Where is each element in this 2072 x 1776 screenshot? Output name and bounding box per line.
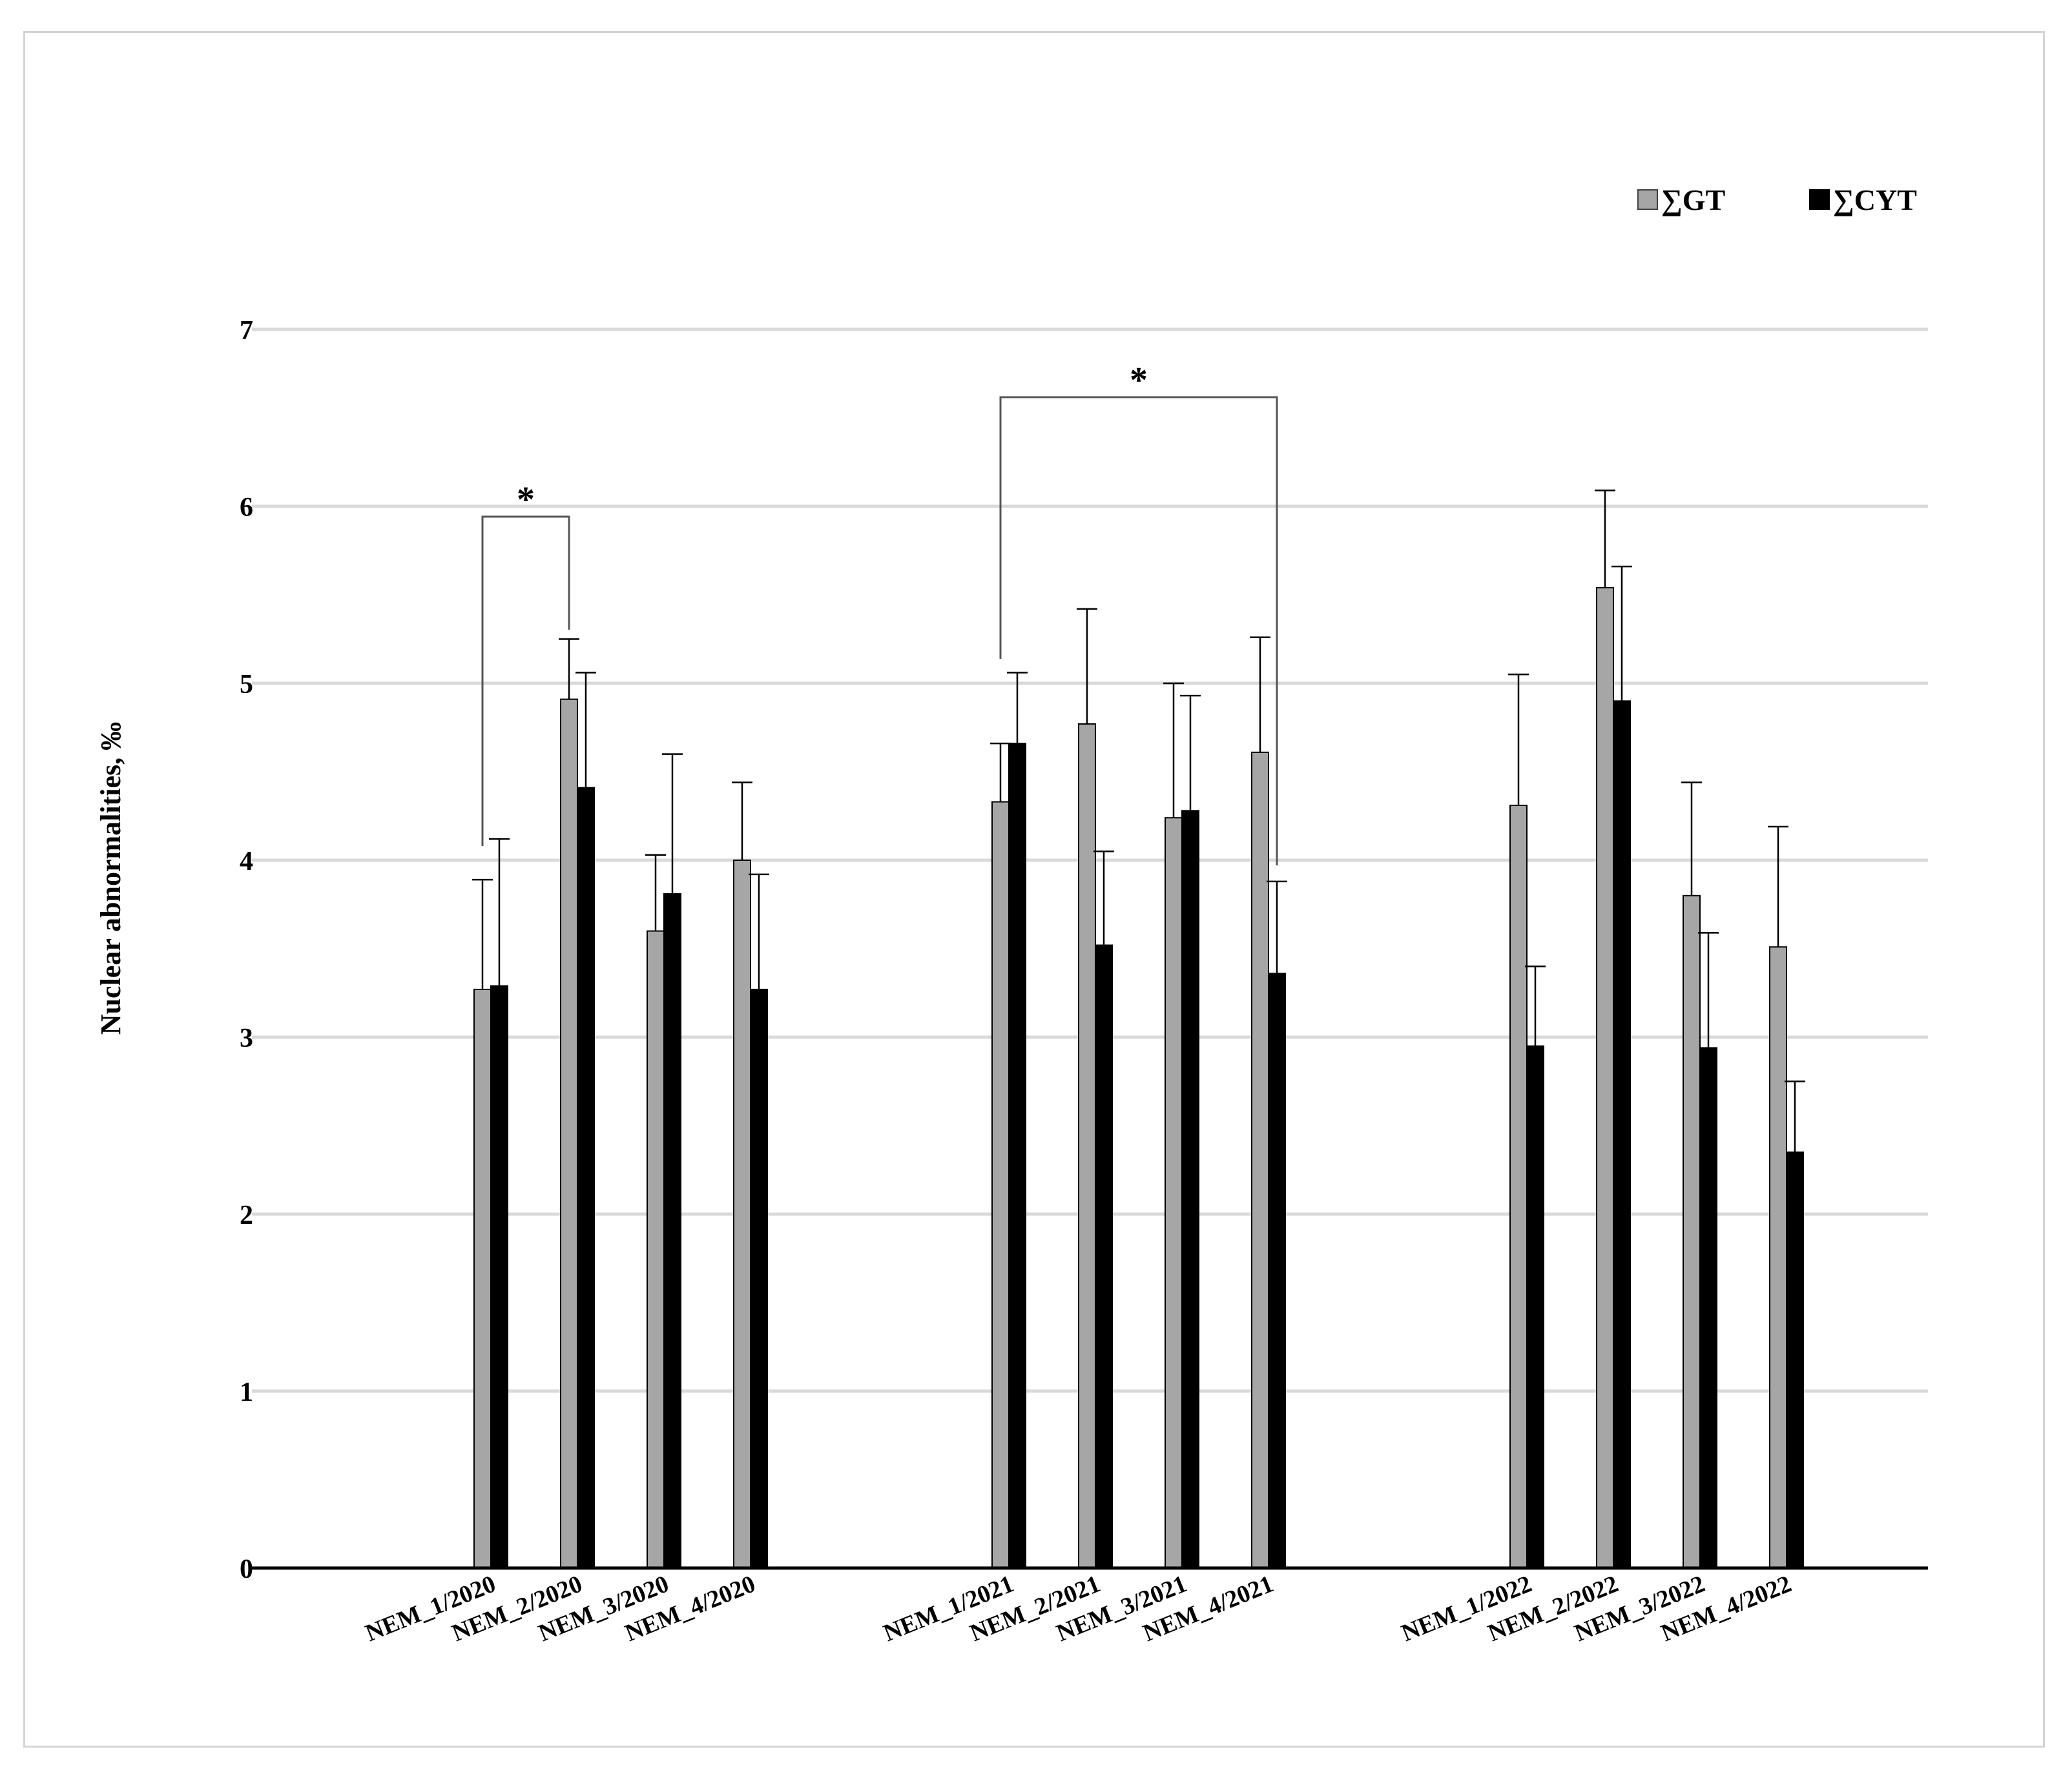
- bar-gt: [1509, 805, 1528, 1569]
- bar-cyt: [1008, 743, 1026, 1569]
- bar-cyt: [1181, 810, 1199, 1569]
- bar-gt: [1078, 723, 1096, 1569]
- bar-gt: [647, 930, 665, 1569]
- bar-cyt: [1613, 700, 1631, 1569]
- y-tick-label: 1: [240, 1378, 253, 1407]
- bar-cyt: [1699, 1047, 1717, 1569]
- bar-cyt: [1095, 944, 1113, 1569]
- bar-gt: [473, 989, 492, 1569]
- bar-gt: [1165, 817, 1183, 1569]
- y-axis-title: Nuclear abnormalities, ‰: [95, 722, 127, 1035]
- y-tick-label: 4: [240, 847, 253, 876]
- gridlines: [252, 327, 1928, 1393]
- bar-gt: [1683, 894, 1701, 1569]
- bar-cyt: [750, 989, 768, 1569]
- legend: ∑GT ∑CYT: [1637, 183, 1917, 216]
- y-tick-label: 6: [240, 493, 253, 522]
- legend-swatch-cyt: [1809, 189, 1830, 210]
- legend-label-gt: ∑GT: [1661, 183, 1725, 216]
- y-tick-label: 0: [240, 1554, 253, 1584]
- bar-cyt: [577, 787, 595, 1569]
- significance-star: *: [1130, 360, 1148, 400]
- significance-star: *: [517, 480, 535, 520]
- bar-gt: [733, 860, 751, 1569]
- y-tick-label: 2: [240, 1201, 253, 1230]
- significance-bracket: [481, 515, 570, 846]
- bar-cyt: [663, 893, 681, 1569]
- bar-cyt: [1786, 1151, 1804, 1569]
- bar-gt: [991, 801, 1010, 1569]
- y-tick-label: 5: [240, 670, 253, 699]
- bar-gt: [560, 698, 578, 1569]
- bar-gt: [1251, 751, 1269, 1569]
- y-tick-label: 3: [240, 1024, 253, 1053]
- legend-label-cyt: ∑CYT: [1833, 183, 1917, 216]
- significance-brackets: **: [481, 360, 1278, 865]
- legend-swatch-gt: [1637, 189, 1658, 210]
- bars: [472, 490, 1805, 1569]
- bar-gt: [1596, 587, 1614, 1569]
- bar-cyt: [490, 985, 508, 1569]
- bar-cyt: [1268, 973, 1286, 1569]
- bar-gt: [1769, 946, 1787, 1569]
- bar-cyt: [1526, 1045, 1544, 1569]
- significance-bracket: [999, 396, 1278, 865]
- y-tick-label: 7: [240, 316, 253, 346]
